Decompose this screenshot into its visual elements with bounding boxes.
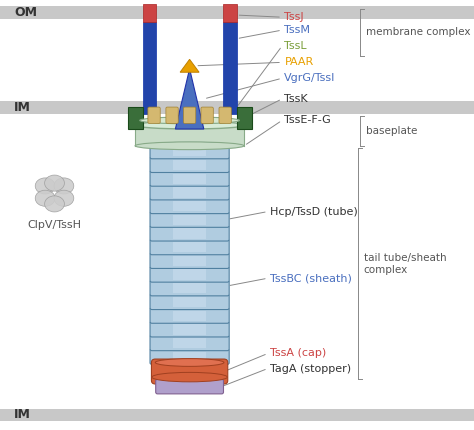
Text: TssE-F-G: TssE-F-G: [284, 115, 331, 126]
FancyBboxPatch shape: [150, 280, 229, 296]
Bar: [173, 283, 206, 293]
Text: ClpV/TssH: ClpV/TssH: [27, 220, 82, 230]
Text: tail tube/sheath
complex: tail tube/sheath complex: [364, 253, 446, 275]
FancyBboxPatch shape: [150, 239, 229, 255]
Text: TssK: TssK: [284, 94, 308, 104]
Ellipse shape: [54, 190, 74, 206]
Text: membrane complex: membrane complex: [366, 27, 470, 37]
Bar: [223, 22, 237, 114]
Bar: [135, 125, 244, 146]
FancyBboxPatch shape: [150, 171, 229, 186]
Ellipse shape: [35, 178, 55, 194]
Ellipse shape: [152, 142, 228, 146]
Text: baseplate: baseplate: [366, 126, 417, 136]
Ellipse shape: [155, 359, 224, 366]
Text: OM: OM: [14, 6, 37, 19]
Bar: [173, 228, 206, 239]
Ellipse shape: [152, 372, 228, 382]
Ellipse shape: [135, 142, 244, 150]
Text: TagA (stopper): TagA (stopper): [270, 363, 351, 374]
Text: PAAR: PAAR: [284, 57, 314, 68]
FancyBboxPatch shape: [150, 143, 229, 159]
Bar: [143, 4, 156, 22]
FancyBboxPatch shape: [150, 184, 229, 200]
FancyBboxPatch shape: [150, 294, 229, 310]
Bar: [173, 324, 206, 335]
Text: TssM: TssM: [284, 25, 310, 35]
FancyBboxPatch shape: [150, 322, 229, 337]
FancyBboxPatch shape: [166, 107, 178, 123]
FancyBboxPatch shape: [201, 107, 213, 123]
FancyBboxPatch shape: [219, 107, 231, 123]
FancyBboxPatch shape: [150, 157, 229, 172]
FancyBboxPatch shape: [150, 349, 229, 364]
Text: IM: IM: [14, 408, 31, 421]
Bar: [173, 297, 206, 307]
Bar: [0, 408, 474, 421]
Text: TssJ: TssJ: [284, 12, 304, 22]
FancyBboxPatch shape: [150, 335, 229, 351]
Ellipse shape: [35, 190, 55, 206]
Bar: [173, 310, 206, 321]
Bar: [0, 6, 474, 19]
Bar: [173, 187, 206, 197]
FancyBboxPatch shape: [148, 107, 160, 123]
FancyBboxPatch shape: [150, 198, 229, 214]
Bar: [143, 22, 156, 114]
FancyBboxPatch shape: [183, 107, 196, 123]
Bar: [173, 160, 206, 170]
Bar: [173, 174, 206, 184]
Bar: [237, 107, 252, 129]
Bar: [173, 201, 206, 211]
Polygon shape: [180, 59, 199, 72]
FancyBboxPatch shape: [150, 308, 229, 323]
Bar: [128, 107, 143, 129]
Text: TssBC (sheath): TssBC (sheath): [270, 273, 352, 283]
FancyBboxPatch shape: [150, 212, 229, 227]
Bar: [173, 215, 206, 225]
Bar: [173, 270, 206, 280]
FancyBboxPatch shape: [155, 379, 224, 394]
FancyBboxPatch shape: [150, 225, 229, 241]
Bar: [223, 4, 237, 22]
Ellipse shape: [140, 117, 239, 124]
Polygon shape: [175, 69, 204, 129]
Text: IM: IM: [14, 101, 31, 114]
FancyBboxPatch shape: [150, 253, 229, 268]
Bar: [173, 242, 206, 252]
Bar: [173, 352, 206, 362]
Bar: [173, 146, 206, 157]
Bar: [0, 101, 474, 114]
Ellipse shape: [45, 175, 64, 191]
Text: TssA (cap): TssA (cap): [270, 348, 327, 359]
Text: TssL: TssL: [284, 41, 307, 51]
Text: Hcp/TssD (tube): Hcp/TssD (tube): [270, 206, 358, 217]
Ellipse shape: [54, 178, 74, 194]
Ellipse shape: [45, 196, 64, 212]
Bar: [173, 256, 206, 266]
FancyBboxPatch shape: [152, 359, 228, 384]
Ellipse shape: [135, 121, 244, 129]
Bar: [173, 338, 206, 348]
Text: VgrG/TssI: VgrG/TssI: [284, 73, 336, 83]
FancyBboxPatch shape: [150, 267, 229, 282]
